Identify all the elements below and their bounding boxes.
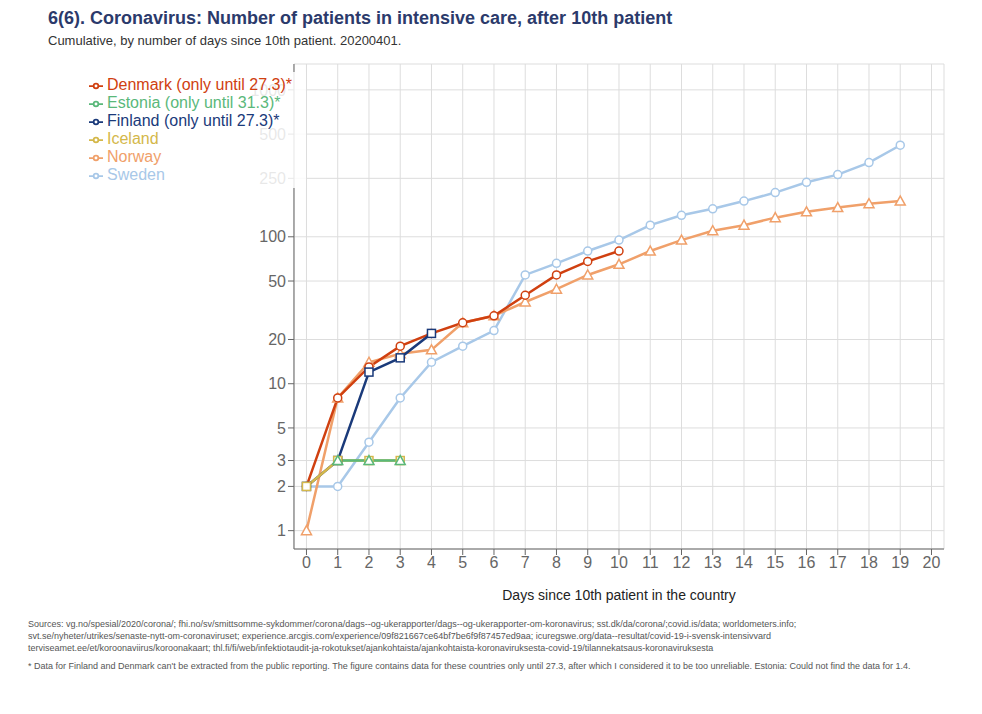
- svg-text:5: 5: [277, 420, 286, 437]
- svg-text:4: 4: [427, 554, 436, 571]
- svg-text:6: 6: [490, 554, 499, 571]
- svg-text:20: 20: [923, 554, 941, 571]
- svg-text:1000: 1000: [250, 82, 286, 99]
- svg-text:19: 19: [891, 554, 909, 571]
- svg-text:1: 1: [333, 554, 342, 571]
- svg-text:3: 3: [396, 554, 405, 571]
- svg-text:10: 10: [268, 375, 286, 392]
- svg-text:16: 16: [798, 554, 816, 571]
- svg-text:7: 7: [521, 554, 530, 571]
- svg-text:10: 10: [610, 554, 628, 571]
- svg-text:2: 2: [365, 554, 374, 571]
- svg-text:250: 250: [259, 170, 286, 187]
- svg-text:15: 15: [766, 554, 784, 571]
- svg-text:0: 0: [302, 554, 311, 571]
- svg-text:13: 13: [704, 554, 722, 571]
- svg-text:500: 500: [259, 126, 286, 143]
- svg-text:Days since 10th patient in the: Days since 10th patient in the country: [502, 587, 735, 603]
- svg-text:3: 3: [277, 452, 286, 469]
- svg-text:12: 12: [673, 554, 691, 571]
- svg-text:1: 1: [277, 522, 286, 539]
- svg-text:18: 18: [860, 554, 878, 571]
- svg-text:14: 14: [735, 554, 753, 571]
- svg-text:9: 9: [583, 554, 592, 571]
- svg-text:20: 20: [268, 331, 286, 348]
- svg-text:8: 8: [552, 554, 561, 571]
- svg-text:100: 100: [259, 228, 286, 245]
- svg-text:5: 5: [458, 554, 467, 571]
- svg-text:11: 11: [642, 554, 659, 571]
- svg-text:50: 50: [268, 273, 286, 290]
- svg-text:2: 2: [277, 478, 286, 495]
- svg-text:17: 17: [829, 554, 847, 571]
